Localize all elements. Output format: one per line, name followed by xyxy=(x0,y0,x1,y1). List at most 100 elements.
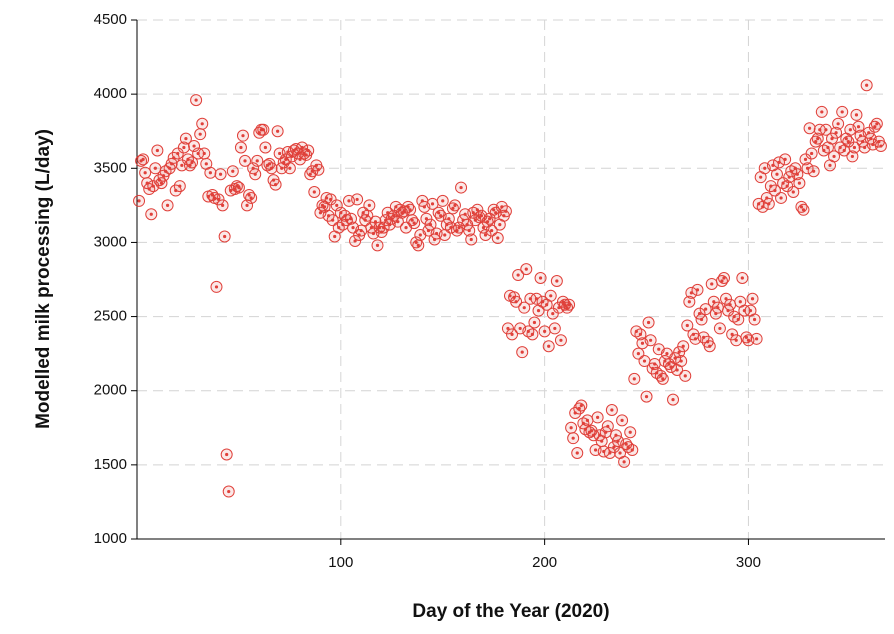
point-dot xyxy=(184,137,188,141)
y-tick-label: 1500 xyxy=(94,456,127,473)
point xyxy=(748,313,761,326)
point-dot xyxy=(243,159,247,163)
point-dot xyxy=(149,212,153,216)
point-dot xyxy=(375,243,380,247)
point xyxy=(512,269,525,282)
point-dot xyxy=(746,338,751,342)
point xyxy=(236,129,249,142)
point xyxy=(550,274,563,287)
point-dot xyxy=(159,181,164,185)
point xyxy=(726,328,739,341)
point xyxy=(683,295,696,308)
point-dot xyxy=(693,337,698,341)
point xyxy=(797,203,810,216)
point-dot xyxy=(677,350,681,354)
point-dot xyxy=(559,338,563,342)
point-dot xyxy=(667,362,671,366)
point-dot xyxy=(282,160,286,164)
point-dot xyxy=(153,166,157,170)
point xyxy=(571,446,584,459)
point-dot xyxy=(585,418,590,422)
point-dot xyxy=(422,205,426,209)
point xyxy=(471,203,484,216)
point-dot xyxy=(176,151,180,156)
point-dot xyxy=(227,489,231,494)
point-dot xyxy=(640,341,645,345)
point-dot xyxy=(748,309,753,313)
point xyxy=(169,184,182,197)
point-dot xyxy=(767,202,771,206)
point xyxy=(779,153,792,166)
point xyxy=(218,230,231,243)
point-dot xyxy=(239,145,243,150)
point-dot xyxy=(518,326,522,331)
point-dot xyxy=(740,276,744,280)
point-dot xyxy=(365,214,369,218)
point-dot xyxy=(608,451,612,455)
point-dot xyxy=(463,212,467,216)
point xyxy=(848,141,861,154)
point-dot xyxy=(143,171,147,175)
point-dot xyxy=(373,220,378,224)
point-dot xyxy=(606,424,610,428)
point xyxy=(860,79,873,92)
point xyxy=(269,178,282,191)
point-dot xyxy=(443,233,447,237)
point-dot xyxy=(565,306,569,310)
point xyxy=(554,334,567,347)
point xyxy=(420,212,433,225)
point xyxy=(730,334,743,347)
point-dot xyxy=(638,332,643,336)
point xyxy=(369,215,382,228)
point-dot xyxy=(469,237,473,242)
point xyxy=(455,181,468,194)
point-dot xyxy=(810,151,814,156)
point xyxy=(656,372,669,385)
point xyxy=(836,105,849,118)
point-dot xyxy=(797,181,801,185)
point-dot xyxy=(850,154,854,159)
point-dot xyxy=(396,220,400,224)
point-dot xyxy=(218,172,223,176)
point xyxy=(308,186,321,199)
point-dot xyxy=(600,439,604,443)
point-dot xyxy=(620,418,624,422)
point xyxy=(444,221,457,234)
point-dot xyxy=(553,326,557,331)
point xyxy=(699,303,712,316)
point xyxy=(442,212,455,225)
point-dot xyxy=(481,226,486,230)
point xyxy=(724,298,737,311)
point-dot xyxy=(828,163,832,167)
point-dot xyxy=(712,300,716,304)
point xyxy=(294,153,307,166)
point-dot xyxy=(490,228,494,233)
point-dot xyxy=(335,203,339,207)
point-dot xyxy=(779,196,783,200)
point-dot xyxy=(687,300,691,304)
point xyxy=(518,301,531,314)
point-dot xyxy=(612,445,616,449)
point-dot xyxy=(644,395,649,399)
point-dot xyxy=(593,448,598,452)
point xyxy=(642,316,655,329)
point xyxy=(703,340,716,353)
point-dot xyxy=(210,193,215,197)
point xyxy=(257,123,270,136)
point xyxy=(713,322,726,335)
point-dot xyxy=(679,359,683,363)
point-dot xyxy=(671,398,675,402)
point-dot xyxy=(329,197,333,202)
point xyxy=(679,369,692,382)
point xyxy=(565,421,578,434)
point-dot xyxy=(483,233,488,237)
point xyxy=(251,154,264,167)
point-dot xyxy=(524,267,528,271)
point-dot xyxy=(636,352,640,356)
point-dot xyxy=(457,226,461,230)
point-dot xyxy=(221,203,225,207)
point-dot xyxy=(824,128,828,132)
point-dot xyxy=(155,148,159,153)
point-dot xyxy=(355,197,359,202)
